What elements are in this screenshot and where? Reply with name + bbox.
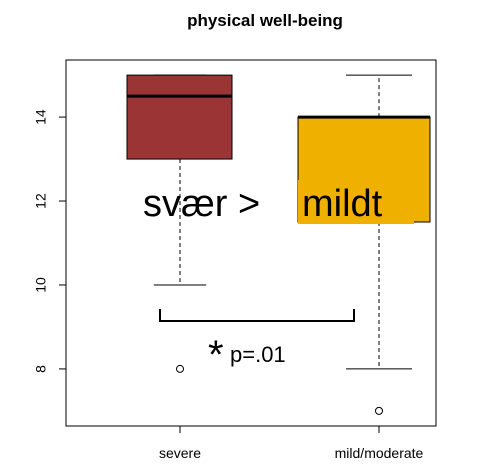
chart-title: physical well-being: [187, 11, 343, 30]
y-tick-label: 10: [33, 277, 49, 293]
y-tick-label: 14: [33, 109, 49, 125]
annotation: svær >: [143, 183, 260, 225]
annotation: p=.01: [230, 342, 286, 367]
annotation: mildt: [302, 183, 383, 225]
annotation: *: [208, 333, 224, 377]
x-tick-label: mild/moderate: [335, 445, 424, 461]
significance-bracket: [159, 309, 355, 322]
plot-frame: [65, 59, 437, 427]
outlier: [375, 406, 383, 415]
box: [126, 74, 233, 160]
x-tick-label: severe: [159, 445, 201, 461]
y-tick-label: 12: [33, 193, 49, 209]
y-tick-label: 8: [33, 365, 49, 373]
outlier: [176, 364, 184, 373]
highlight: [298, 180, 414, 224]
